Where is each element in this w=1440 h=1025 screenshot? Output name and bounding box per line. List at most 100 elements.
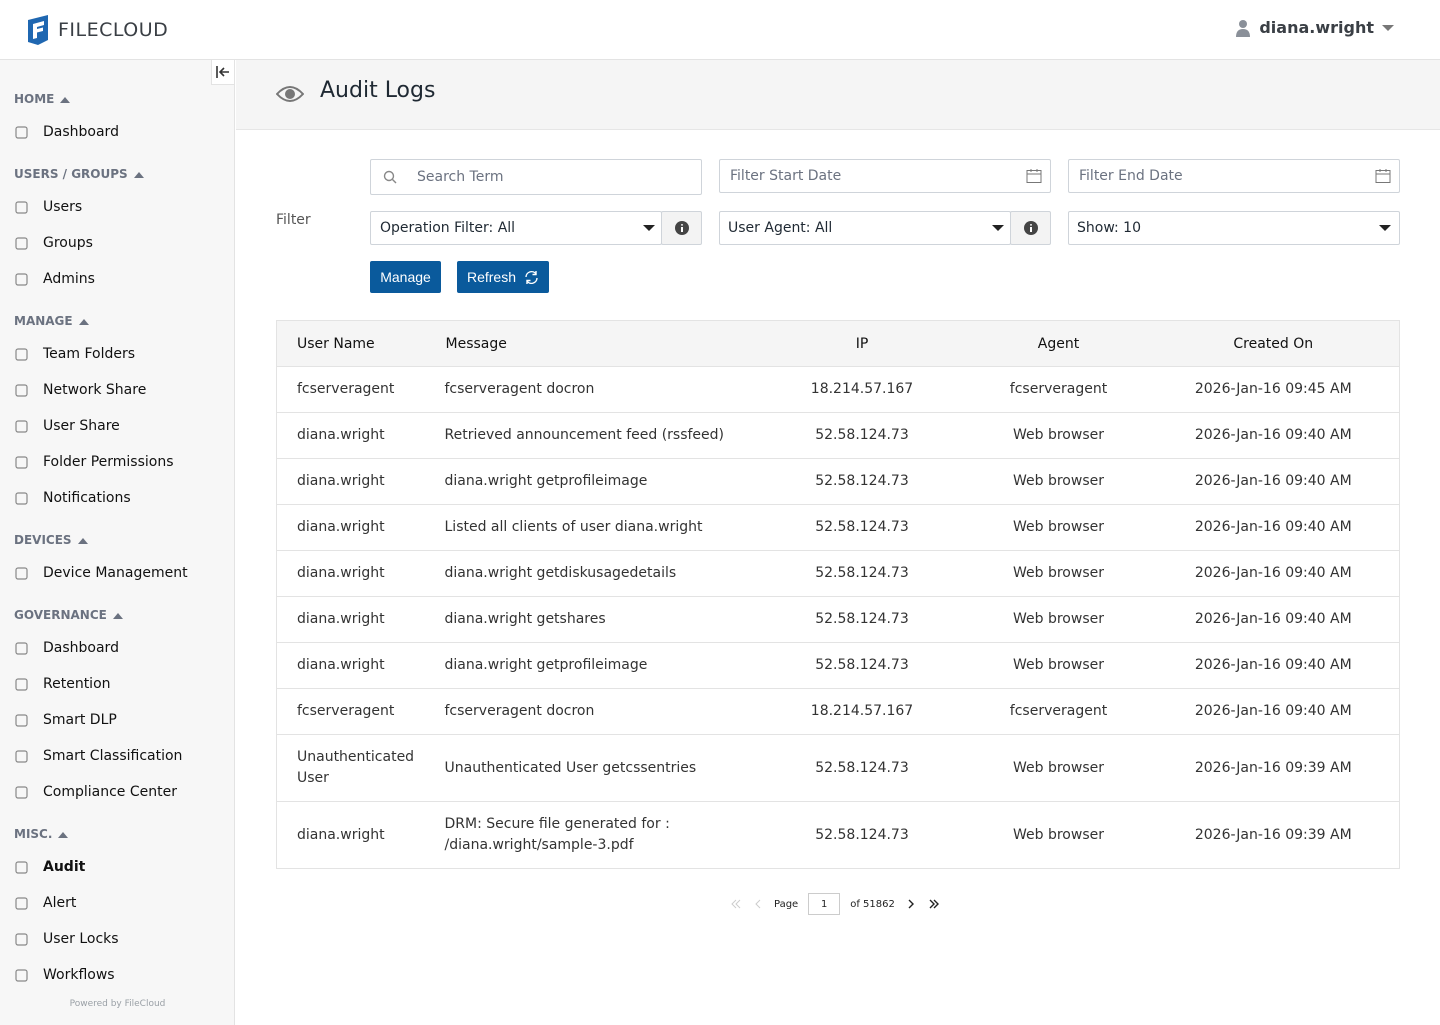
table-cell: Web browser — [969, 596, 1148, 643]
section-title[interactable]: GOVERNANCE — [0, 600, 234, 630]
caret — [1379, 225, 1391, 231]
nav-item[interactable]: Retention — [0, 666, 234, 702]
nav-icon — [15, 785, 28, 799]
show-select[interactable]: Show: 10 — [1068, 211, 1400, 245]
table-cell: 52.58.124.73 — [754, 734, 970, 802]
page-input[interactable]: 1 — [808, 893, 841, 915]
table-row: diana.wright DRM: Secure file generated f… — [276, 801, 1400, 869]
nav-section: USERS / GROUPS Users Groups Admins — [0, 159, 234, 297]
column-header[interactable]: Agent — [969, 320, 1148, 367]
table-cell: diana.wright — [276, 412, 445, 459]
brand[interactable]: FILECLOUD — [26, 14, 168, 46]
sidebar: HOME Dashboard USERS / GROUPS Users Groups Ad… — [0, 60, 235, 1025]
nav-icon — [15, 713, 28, 727]
table-cell: 18.214.57.167 — [754, 366, 970, 413]
nav-item[interactable]: Groups — [0, 225, 234, 261]
caret — [992, 225, 1004, 231]
section-title-text: MANAGE — [14, 314, 73, 328]
refresh-label: Refresh — [466, 269, 517, 285]
table-cell: 52.58.124.73 — [754, 550, 970, 597]
nav-icon — [15, 932, 28, 946]
nav-item[interactable]: Workflows — [0, 957, 234, 982]
table-cell: 2026-Jan-16 09:39 AM — [1147, 734, 1400, 802]
table-row: Unauthenticated User Unauthenticated User… — [276, 734, 1400, 802]
nav-item-label: Compliance Center — [43, 784, 177, 800]
nav-icon — [15, 896, 28, 910]
collapse-caret — [112, 612, 123, 619]
user-menu[interactable]: diana.wright — [1235, 18, 1394, 37]
nav-item[interactable]: Device Management — [0, 555, 234, 591]
nav-item[interactable]: User Locks — [0, 921, 234, 957]
nav-item[interactable]: Compliance Center — [0, 774, 234, 810]
nav-item[interactable]: Users — [0, 189, 234, 225]
nav-item[interactable]: Dashboard — [0, 114, 234, 150]
manage-button[interactable]: Manage — [370, 261, 441, 293]
section-title[interactable]: HOME — [0, 84, 234, 114]
page-number: 1 — [821, 898, 828, 910]
nav: HOME Dashboard USERS / GROUPS Users Groups Ad… — [0, 84, 234, 982]
nav-icon — [15, 200, 28, 214]
nav-item[interactable]: Smart Classification — [0, 738, 234, 774]
column-header[interactable]: Message — [444, 320, 755, 367]
search-input[interactable]: Search Term — [370, 159, 702, 195]
section-title[interactable]: MANAGE — [0, 306, 234, 336]
table-cell: 2026-Jan-16 09:40 AM — [1147, 458, 1400, 505]
nav-item-label: Workflows — [43, 967, 115, 982]
nav-icon — [15, 860, 28, 874]
operation-info[interactable] — [661, 211, 702, 245]
collapse-icon — [216, 66, 229, 78]
section-title[interactable]: MISC. — [0, 819, 234, 849]
nav-item-label: User Locks — [43, 931, 119, 947]
table-cell: 52.58.124.73 — [754, 504, 970, 551]
nav-icon — [15, 968, 28, 982]
table-cell: Web browser — [969, 412, 1148, 459]
nav-item[interactable]: Dashboard — [0, 630, 234, 666]
filter-label: Filter — [276, 212, 311, 228]
table-cell: Web browser — [969, 642, 1148, 689]
table-cell: fcserveragent — [969, 366, 1148, 413]
nav-item[interactable]: Smart DLP — [0, 702, 234, 738]
table-cell: diana.wright — [276, 801, 445, 869]
nav-item[interactable]: Team Folders — [0, 336, 234, 372]
nav-icon — [15, 236, 28, 250]
nav-item[interactable]: User Share — [0, 408, 234, 444]
collapse-button[interactable] — [211, 60, 234, 85]
agent-select[interactable]: User Agent: All — [719, 211, 1011, 245]
next-page[interactable] — [905, 899, 917, 909]
table-head: User Name Message IP Agent Created On — [276, 320, 1400, 367]
section-title-text: GOVERNANCE — [14, 608, 107, 622]
section-title[interactable]: USERS / GROUPS — [0, 159, 234, 189]
end-date-input[interactable]: Filter End Date — [1068, 159, 1400, 193]
agent-info[interactable] — [1010, 211, 1051, 245]
nav-item-label: Notifications — [43, 490, 131, 506]
nav-item[interactable]: Folder Permissions — [0, 444, 234, 480]
nav-item[interactable]: Alert — [0, 885, 234, 921]
nav-item[interactable]: Network Share — [0, 372, 234, 408]
operation-select[interactable]: Operation Filter: All — [370, 211, 662, 245]
table-cell: diana.wright getdiskusagedetails — [444, 550, 755, 597]
page-total: of 51862 — [850, 898, 895, 910]
nav-item[interactable]: Audit — [0, 849, 234, 885]
info-icon — [674, 221, 689, 235]
table-cell: Unauthenticated User — [276, 734, 445, 802]
last-page[interactable] — [927, 899, 941, 909]
table-cell: fcserveragent — [969, 688, 1148, 735]
nav-item[interactable]: Admins — [0, 261, 234, 297]
table-cell: diana.wright getprofileimage — [444, 458, 755, 505]
column-header[interactable]: Created On — [1147, 320, 1400, 367]
prev-page[interactable] — [752, 899, 764, 909]
manage-label: Manage — [380, 269, 431, 285]
section-title[interactable]: DEVICES — [0, 525, 234, 555]
collapse-caret — [133, 171, 144, 178]
section-title-text: HOME — [14, 92, 55, 106]
nav-section: DEVICES Device Management — [0, 525, 234, 591]
nav-item[interactable]: Notifications — [0, 480, 234, 516]
calendar-icon — [1375, 169, 1391, 183]
first-page[interactable] — [730, 899, 742, 909]
show-value: Show: 10 — [1077, 220, 1141, 236]
start-date-input[interactable]: Filter Start Date — [719, 159, 1051, 193]
column-header[interactable]: User Name — [276, 320, 445, 367]
nav-icon — [15, 491, 28, 505]
refresh-button[interactable]: Refresh — [457, 261, 549, 293]
column-header[interactable]: IP — [754, 320, 970, 367]
